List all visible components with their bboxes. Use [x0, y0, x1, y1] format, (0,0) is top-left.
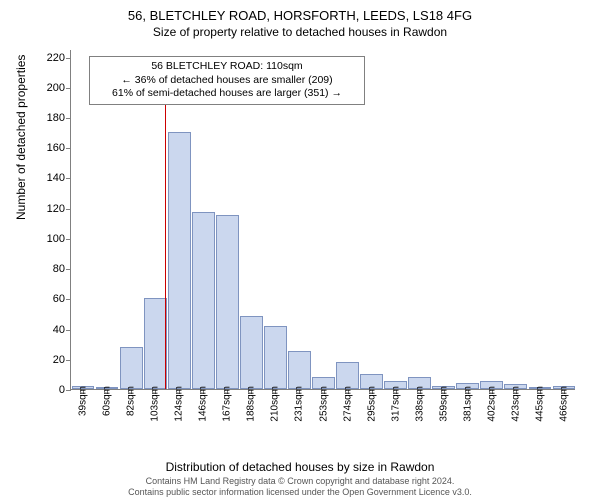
x-tick-label: 402sqm: [486, 386, 497, 422]
histogram-bar: [120, 347, 143, 389]
y-tick: 60: [31, 293, 65, 305]
histogram-bar: [288, 351, 311, 389]
x-tick-label: 124sqm: [174, 386, 185, 422]
histogram-bar: [168, 132, 191, 389]
y-tick: 100: [31, 233, 65, 245]
histogram-bar: [192, 212, 215, 389]
x-tick-label: 253sqm: [318, 386, 329, 422]
x-tick-label: 423sqm: [510, 386, 521, 422]
footer-text: Contains HM Land Registry data © Crown c…: [0, 476, 600, 498]
reference-line: [165, 69, 166, 389]
footer-line2: Contains public sector information licen…: [0, 487, 600, 498]
chart-container: 56, BLETCHLEY ROAD, HORSFORTH, LEEDS, LS…: [0, 0, 600, 500]
x-tick-label: 167sqm: [222, 386, 233, 422]
footer-line1: Contains HM Land Registry data © Crown c…: [0, 476, 600, 487]
x-tick-label: 82sqm: [126, 386, 137, 416]
y-tick: 40: [31, 324, 65, 336]
x-tick-label: 295sqm: [366, 386, 377, 422]
y-tick: 160: [31, 142, 65, 154]
histogram-bar: [144, 298, 167, 389]
x-tick-label: 231sqm: [294, 386, 305, 422]
histogram-bar: [264, 326, 287, 389]
histogram-bar: [336, 362, 359, 389]
x-tick-label: 103sqm: [150, 386, 161, 422]
page-title: 56, BLETCHLEY ROAD, HORSFORTH, LEEDS, LS…: [0, 0, 600, 23]
x-tick-label: 317sqm: [390, 386, 401, 422]
y-tick: 80: [31, 263, 65, 275]
annotation-box: 56 BLETCHLEY ROAD: 110sqm← 36% of detach…: [89, 56, 365, 105]
annotation-line: 56 BLETCHLEY ROAD: 110sqm: [96, 60, 358, 74]
x-tick-label: 381sqm: [462, 386, 473, 422]
histogram-bar: [216, 215, 239, 389]
y-tick: 220: [31, 52, 65, 64]
x-tick-label: 146sqm: [198, 386, 209, 422]
x-tick-label: 466sqm: [558, 386, 569, 422]
y-tick: 200: [31, 82, 65, 94]
y-tick: 0: [31, 384, 65, 396]
x-tick-label: 39sqm: [78, 386, 89, 416]
x-tick-label: 188sqm: [246, 386, 257, 422]
y-tick: 180: [31, 112, 65, 124]
y-tick: 140: [31, 172, 65, 184]
page-subtitle: Size of property relative to detached ho…: [0, 23, 600, 39]
x-tick-label: 338sqm: [414, 386, 425, 422]
plot-area: 02040608010012014016018020022039sqm60sqm…: [70, 50, 575, 390]
y-tick: 20: [31, 354, 65, 366]
plot-wrap: 02040608010012014016018020022039sqm60sqm…: [70, 50, 575, 390]
annotation-line: 61% of semi-detached houses are larger (…: [96, 87, 358, 101]
x-tick-label: 274sqm: [342, 386, 353, 422]
x-tick-label: 359sqm: [438, 386, 449, 422]
x-tick-label: 210sqm: [270, 386, 281, 422]
x-axis-label: Distribution of detached houses by size …: [0, 460, 600, 474]
x-tick-label: 445sqm: [534, 386, 545, 422]
histogram-bar: [240, 316, 263, 389]
y-axis-label: Number of detached properties: [14, 55, 28, 220]
annotation-line: ← 36% of detached houses are smaller (20…: [96, 74, 358, 88]
y-tick: 120: [31, 203, 65, 215]
x-tick-label: 60sqm: [102, 386, 113, 416]
